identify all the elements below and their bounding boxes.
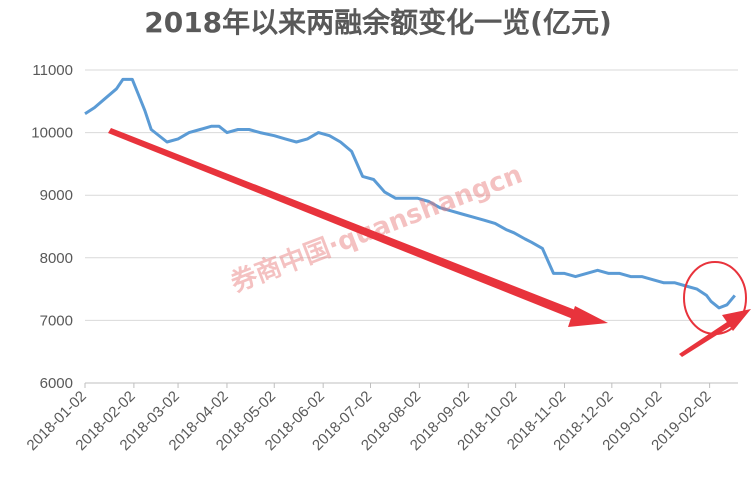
chart-title: 2018年以来两融余额变化一览(亿元) (144, 6, 612, 39)
y-tick-label: 7000 (40, 312, 73, 329)
rebound-arrow-head (722, 309, 751, 331)
y-tick-label: 6000 (40, 375, 73, 392)
series-line (84, 77, 736, 310)
annotations (108, 128, 751, 357)
y-tick-label: 9000 (40, 187, 73, 204)
y-tick-label: 10000 (31, 125, 73, 142)
y-axis-ticks: 6000 7000 8000 9000 10000 11000 (31, 62, 73, 392)
trend-arrow-down-head (568, 306, 608, 327)
y-tick-label: 11000 (32, 62, 73, 79)
rebound-arrow-shaft (679, 318, 736, 357)
trend-arrow-down-shaft (108, 128, 588, 323)
y-tick-label: 8000 (40, 250, 73, 267)
x-axis-ticks: 2018-01-022018-02-022018-03-022018-04-02… (24, 383, 714, 454)
